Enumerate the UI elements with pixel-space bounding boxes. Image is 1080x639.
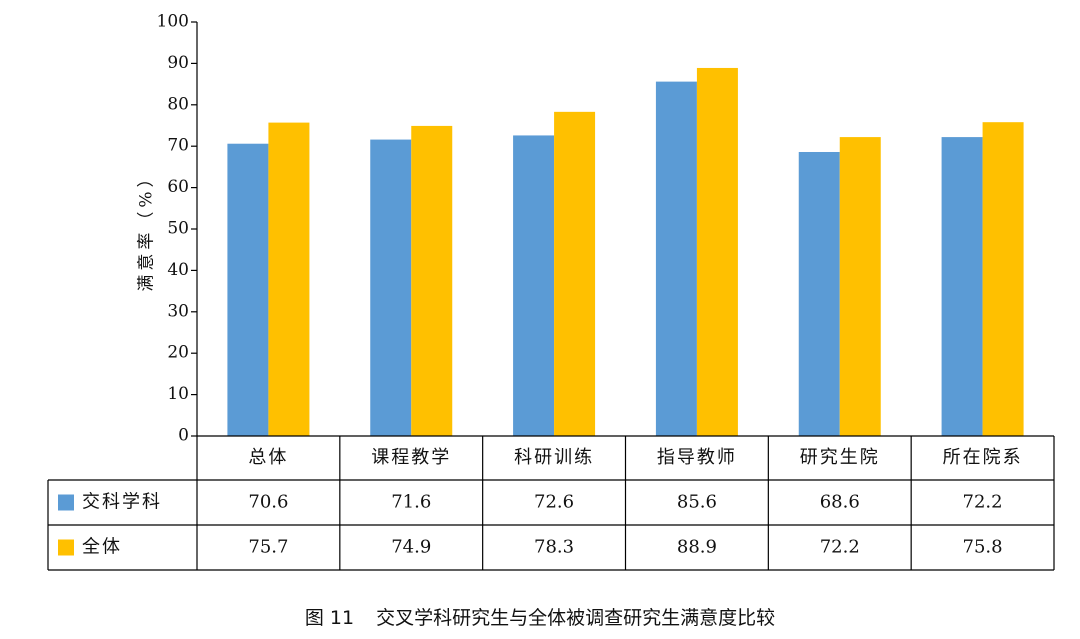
y-tick-label: 80 — [167, 94, 189, 114]
bar-series1 — [513, 135, 555, 436]
legend-swatch — [58, 539, 74, 556]
bar-series2 — [554, 111, 596, 436]
figure-title: 交叉学科研究生与全体被调查研究生满意度比较 — [376, 607, 776, 629]
bar-series1 — [370, 139, 412, 437]
y-tick-label: 60 — [167, 177, 189, 197]
bar-series1 — [655, 81, 697, 436]
legend-swatch — [58, 494, 74, 511]
y-tick-label: 40 — [167, 260, 189, 280]
y-tick-label: 100 — [157, 12, 189, 32]
data-value-label: 72.6 — [534, 492, 574, 513]
data-value-label: 68.6 — [820, 492, 860, 513]
bar-series2 — [411, 125, 453, 436]
x-category-label: 总体 — [248, 447, 288, 468]
data-value-label: 74.9 — [391, 537, 431, 558]
x-category-label: 课程教学 — [371, 447, 451, 468]
data-value-label: 70.6 — [248, 492, 288, 513]
y-tick-label: 30 — [167, 301, 189, 321]
y-tick-label: 0 — [178, 426, 189, 446]
y-tick-label: 10 — [167, 384, 189, 404]
legend-label: 全体 — [82, 537, 122, 558]
x-category-label: 科研训练 — [514, 447, 594, 468]
bar-series2 — [696, 67, 738, 436]
figure-caption: 图 11 交叉学科研究生与全体被调查研究生满意度比较 — [0, 603, 1080, 630]
data-value-label: 78.3 — [534, 537, 574, 558]
x-category-label: 所在院系 — [943, 447, 1023, 468]
bar-series1 — [227, 143, 269, 436]
data-value-label: 71.6 — [391, 492, 431, 513]
y-tick-label: 20 — [167, 343, 189, 363]
y-tick-label: 70 — [167, 136, 189, 156]
bar-series1 — [798, 151, 840, 436]
legend-label: 交科学科 — [82, 492, 162, 513]
y-ticks: 0 10 20 30 40 50 60 70 80 90 100 — [157, 12, 197, 446]
y-axis-label: 满意率（%） — [137, 166, 157, 291]
x-category-label: 研究生院 — [800, 447, 880, 468]
bar-series2 — [268, 122, 310, 437]
bar-chart: 0 10 20 30 40 50 60 70 80 90 100 满意率（%） 总体 课程教学 科研训练… — [47, 12, 1055, 571]
y-axis: 0 10 20 30 40 50 60 70 80 90 100 满意率（%） — [137, 12, 198, 446]
y-tick-label: 50 — [167, 219, 189, 239]
data-value-label: 85.6 — [677, 492, 717, 513]
bars — [227, 67, 1024, 437]
bar-series2 — [982, 122, 1024, 437]
bar-series2 — [839, 137, 881, 437]
data-value-label: 72.2 — [820, 537, 860, 558]
bar-series1 — [941, 137, 983, 437]
data-value-label: 72.2 — [963, 492, 1003, 513]
data-value-label: 88.9 — [677, 537, 717, 558]
figure-number: 图 11 — [304, 607, 355, 629]
data-value-label: 75.8 — [963, 537, 1003, 558]
x-category-label: 指导教师 — [657, 447, 737, 468]
data-value-label: 75.7 — [248, 537, 288, 558]
y-tick-label: 90 — [167, 53, 189, 73]
